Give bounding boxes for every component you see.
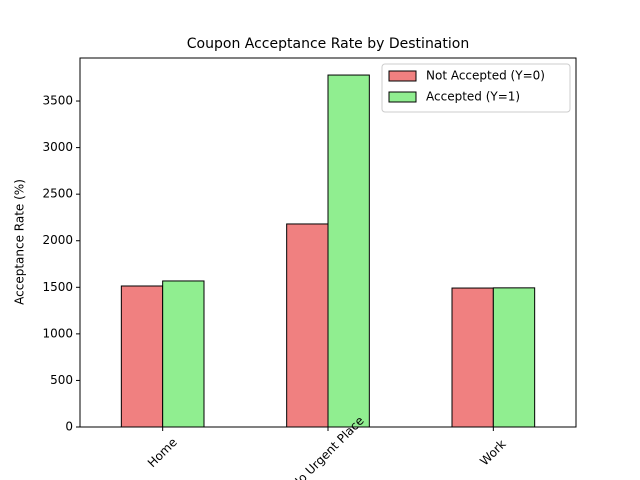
legend-swatch bbox=[388, 70, 417, 82]
legend-label: Accepted (Y=1) bbox=[426, 90, 520, 104]
chart-title: Coupon Acceptance Rate by Destination bbox=[187, 36, 469, 52]
y-tick-label: 1500 bbox=[42, 280, 73, 294]
bar bbox=[327, 74, 370, 428]
legend-swatch bbox=[388, 91, 417, 103]
x-tick-label: Home bbox=[145, 435, 180, 470]
bar bbox=[451, 287, 494, 428]
y-tick-label: 3500 bbox=[42, 94, 73, 108]
y-tick-label: 500 bbox=[50, 373, 73, 387]
x-tick-label: Work bbox=[477, 437, 508, 468]
y-tick-label: 2500 bbox=[42, 187, 73, 201]
plot-frame bbox=[79, 57, 577, 428]
bar bbox=[162, 280, 205, 428]
y-axis-label: Acceptance Rate (%) bbox=[13, 179, 27, 305]
bar bbox=[120, 285, 164, 428]
y-tick-label: 1000 bbox=[42, 326, 73, 340]
bar bbox=[286, 223, 329, 428]
y-tick-label: 2000 bbox=[42, 233, 73, 247]
y-tick-label: 3000 bbox=[42, 140, 73, 154]
y-tick-label: 0 bbox=[65, 420, 73, 434]
bar bbox=[492, 287, 536, 428]
legend-box bbox=[381, 63, 571, 113]
legend-label: Not Accepted (Y=0) bbox=[426, 69, 545, 83]
